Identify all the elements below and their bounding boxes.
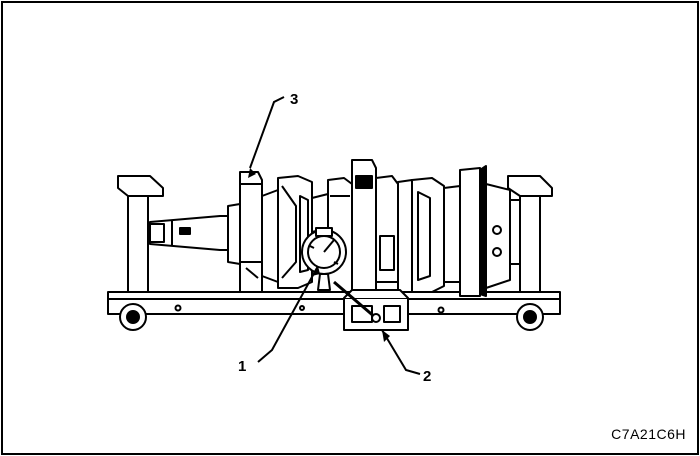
crankshaft-center-journal [351, 159, 399, 293]
arrowhead-3 [248, 168, 256, 178]
callout-3: 3 [290, 91, 298, 108]
arrowhead-1 [312, 266, 320, 276]
fixture-right-upright [507, 175, 553, 293]
v-block-support [343, 289, 409, 331]
figure-reference-code: C7A21C6H [611, 426, 686, 442]
crankshaft-journal-1 [261, 175, 313, 289]
crankshaft-throw-3 [397, 177, 445, 293]
fixture-base-rail [107, 291, 561, 315]
crankshaft-rear-journal [443, 165, 487, 297]
fixture-right-foot [516, 303, 544, 331]
leader-line-2 [381, 329, 421, 375]
callout-2: 2 [423, 368, 431, 385]
dial-indicator [301, 227, 347, 291]
crankshaft-rear-flange [485, 183, 521, 289]
callout-1: 1 [238, 358, 246, 375]
fixture-left-upright [117, 175, 164, 293]
arrowhead-2 [382, 330, 390, 342]
leader-line-3 [249, 96, 285, 169]
crankshaft-front-counterweight [239, 171, 263, 293]
fixture-left-foot [119, 303, 147, 331]
leader-line-1 [257, 265, 319, 363]
magnetic-base-arm [333, 280, 381, 323]
crankshaft-front-hub [149, 203, 241, 265]
